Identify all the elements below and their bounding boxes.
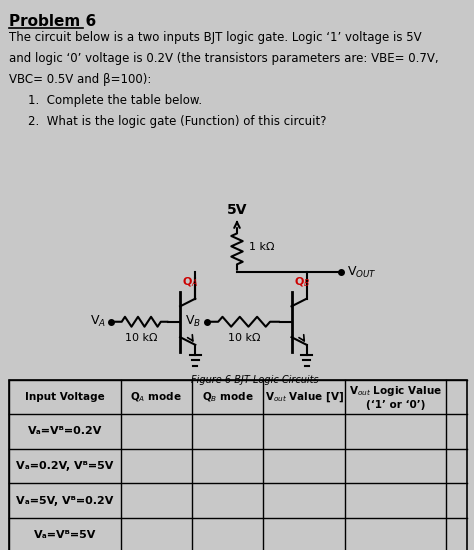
Text: 1.  Complete the table below.: 1. Complete the table below. xyxy=(28,94,202,107)
Text: V$_{out}$ Logic Value
(‘1’ or ‘0’): V$_{out}$ Logic Value (‘1’ or ‘0’) xyxy=(349,384,442,410)
Text: Problem 6: Problem 6 xyxy=(9,14,97,29)
Text: Q$_A$: Q$_A$ xyxy=(182,275,199,289)
Text: and logic ‘0’ voltage is 0.2V (the transistors parameters are: VBE= 0.7V,: and logic ‘0’ voltage is 0.2V (the trans… xyxy=(9,52,439,65)
Text: V$_B$: V$_B$ xyxy=(185,314,201,329)
Text: Vₐ=0.2V, Vᴮ=5V: Vₐ=0.2V, Vᴮ=5V xyxy=(16,461,113,471)
Text: V$_{OUT}$: V$_{OUT}$ xyxy=(347,265,377,280)
Text: Vₐ=Vᴮ=0.2V: Vₐ=Vᴮ=0.2V xyxy=(27,426,102,437)
Text: V$_A$: V$_A$ xyxy=(90,314,106,329)
Text: 5V: 5V xyxy=(227,204,247,217)
Text: Vₐ=Vᴮ=5V: Vₐ=Vᴮ=5V xyxy=(34,530,96,541)
Bar xyxy=(9,379,467,550)
Text: The circuit below is a two inputs BJT logic gate. Logic ‘1’ voltage is 5V: The circuit below is a two inputs BJT lo… xyxy=(9,31,422,45)
Text: Q$_B$: Q$_B$ xyxy=(294,275,310,289)
Text: VBC= 0.5V and β=100):: VBC= 0.5V and β=100): xyxy=(9,73,152,86)
Text: 2.  What is the logic gate (Function) of this circuit?: 2. What is the logic gate (Function) of … xyxy=(28,115,327,128)
Text: 10 kΩ: 10 kΩ xyxy=(125,333,157,343)
Text: Input Voltage: Input Voltage xyxy=(25,392,105,402)
Text: 1 kΩ: 1 kΩ xyxy=(249,243,274,252)
Text: Q$_A$ mode: Q$_A$ mode xyxy=(130,390,182,404)
Text: Q$_B$ mode: Q$_B$ mode xyxy=(201,390,253,404)
Text: 10 kΩ: 10 kΩ xyxy=(228,333,260,343)
Text: V$_{out}$ Value [V]: V$_{out}$ Value [V] xyxy=(264,390,344,404)
Text: Vₐ=5V, Vᴮ=0.2V: Vₐ=5V, Vᴮ=0.2V xyxy=(16,496,113,506)
Text: Figure 6 BJT Logic Circuits: Figure 6 BJT Logic Circuits xyxy=(191,375,319,385)
